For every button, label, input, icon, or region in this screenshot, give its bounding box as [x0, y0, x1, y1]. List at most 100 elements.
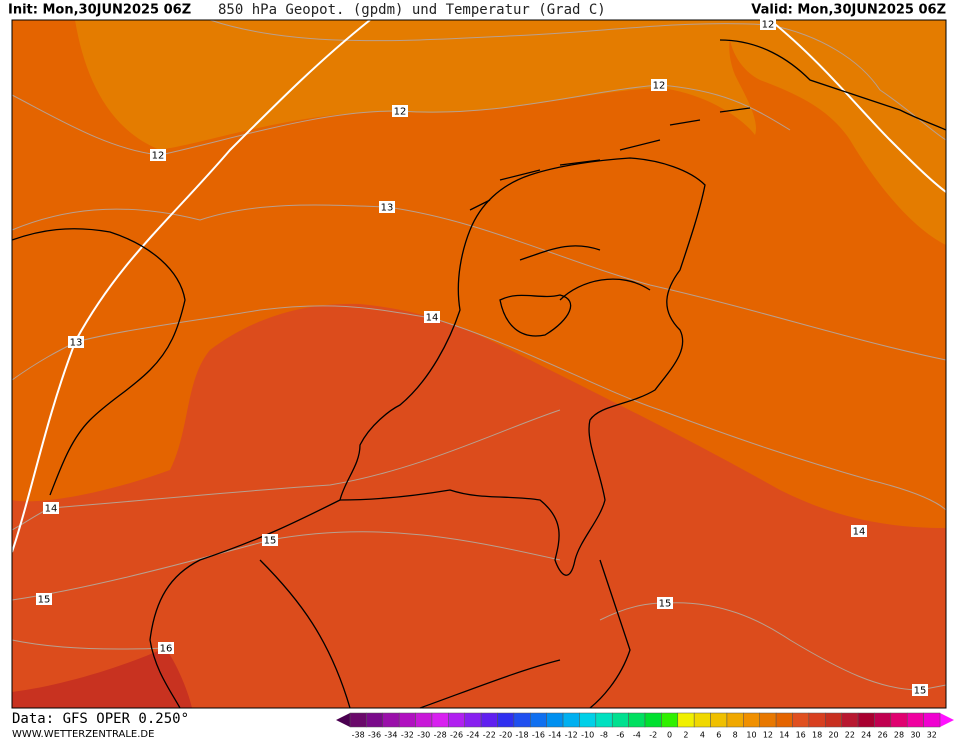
colorbar-swatch: [710, 712, 728, 728]
colorbar-swatch: [530, 712, 547, 728]
contour-label-box: [150, 149, 166, 161]
colorbar-label: 2: [683, 731, 688, 740]
colorbar-swatch: [415, 712, 433, 728]
colorbar-swatch: [579, 712, 597, 728]
colorbar-swatch: [611, 712, 629, 728]
colorbar-label: -12: [565, 731, 578, 740]
colorbar-label: -34: [384, 731, 397, 740]
contour-label: 13: [381, 203, 394, 214]
colorbar-swatch: [628, 712, 646, 728]
contour-label-box: [760, 18, 776, 30]
colorbar-swatch: [382, 712, 400, 728]
colorbar-label: -8: [600, 731, 608, 740]
map-frame: [11, 19, 947, 709]
colorbar-swatch: [874, 712, 892, 728]
colorbar-label: -36: [368, 731, 381, 740]
colorbar-label: -30: [417, 731, 430, 740]
contour-label: 13: [70, 338, 83, 349]
colorbar-swatch: [595, 712, 613, 728]
colorbar-swatch: [792, 712, 810, 728]
colorbar-label: -24: [466, 731, 479, 740]
colorbar-swatch: [677, 712, 695, 728]
colorbar-swatch: [759, 712, 777, 728]
contour-label: 15: [914, 686, 927, 697]
colorbar-label: 28: [894, 731, 904, 740]
colorbar-swatch: [808, 712, 826, 728]
colorbar-label: -4: [633, 731, 641, 740]
colorbar-label: -10: [581, 731, 594, 740]
map: [11, 19, 947, 709]
colorbar-swatch: [349, 712, 367, 728]
colorbar-swatch: [546, 712, 564, 728]
contour-label-box: [43, 502, 59, 514]
contour-label: 12: [653, 81, 666, 92]
contour-label-box: [262, 534, 278, 546]
colorbar-label: -26: [450, 731, 463, 740]
colorbar-swatch: [841, 712, 859, 728]
colorbar-label: 4: [700, 731, 705, 740]
colorbar-arrow-right: [940, 713, 954, 727]
map-title: 850 hPa Geopot. (gpdm) und Temperatur (G…: [218, 2, 606, 18]
contour-label: 14: [45, 504, 58, 515]
init-time: Init: Mon,30JUN2025 06Z: [8, 3, 191, 18]
contour-label-box: [657, 597, 673, 609]
colorbar-label: -16: [532, 731, 545, 740]
colorbar-label: -6: [616, 731, 624, 740]
colorbar-label: 12: [763, 731, 773, 740]
colorbar-arrow-left: [336, 713, 350, 727]
colorbar-swatch: [431, 712, 449, 728]
contour-label: 12: [762, 20, 775, 31]
colorbar-label: 18: [812, 731, 822, 740]
colorbar-swatch: [775, 712, 793, 728]
colorbar-swatch: [366, 712, 384, 728]
colorbar-swatch: [661, 712, 679, 728]
contour-label-box: [424, 311, 440, 323]
temp-region-10-12: [75, 20, 946, 245]
contour-label-box: [651, 79, 667, 91]
colorbar-swatch: [890, 712, 908, 728]
colorbar-swatch: [923, 712, 941, 728]
contour-label: 15: [38, 595, 51, 606]
colorbar-label: -14: [548, 731, 561, 740]
colorbar-label: 0: [667, 731, 672, 740]
colorbar-swatch: [398, 712, 416, 728]
contour-label: 15: [659, 599, 672, 610]
colorbar-swatch: [513, 712, 531, 728]
valid-time: Valid: Mon,30JUN2025 06Z: [751, 3, 946, 18]
contour-label: 12: [394, 107, 407, 118]
contour-label-box: [68, 336, 84, 348]
contour-label: 14: [426, 313, 439, 324]
colorbar-label: 20: [828, 731, 838, 740]
colorbar-swatch: [644, 712, 662, 728]
contour-label-box: [851, 525, 867, 537]
colorbar-swatch: [480, 712, 498, 728]
colorbar-label: -32: [401, 731, 414, 740]
contour-label: 14: [853, 527, 866, 538]
colorbar-swatch: [562, 712, 580, 728]
colorbar-label: -20: [499, 731, 512, 740]
contour-label: 16: [160, 644, 173, 655]
colorbar-label: 32: [927, 731, 937, 740]
data-source: Data: GFS OPER 0.250°: [12, 711, 189, 727]
colorbar-label: 8: [733, 731, 738, 740]
colorbar-swatch: [726, 712, 744, 728]
website: WWW.WETTERZENTRALE.DE: [12, 729, 154, 740]
colorbar-label: -28: [434, 731, 447, 740]
colorbar-swatch: [906, 712, 924, 728]
colorbar-swatch: [448, 712, 465, 728]
contour-label-box: [36, 593, 52, 605]
colorbar-label: -18: [516, 731, 529, 740]
colorbar-label: -2: [649, 731, 657, 740]
colorbar-label: 6: [716, 731, 721, 740]
colorbar-swatch: [857, 712, 875, 728]
contour-label-box: [158, 642, 174, 654]
colorbar-label: -38: [352, 731, 365, 740]
colorbar-swatch: [464, 712, 482, 728]
colorbar-label: 16: [796, 731, 806, 740]
colorbar-swatch: [693, 712, 711, 728]
colorbar-label: 10: [746, 731, 756, 740]
colorbar-label: 22: [845, 731, 855, 740]
contour-label: 12: [152, 151, 165, 162]
colorbar-label: 30: [910, 731, 920, 740]
